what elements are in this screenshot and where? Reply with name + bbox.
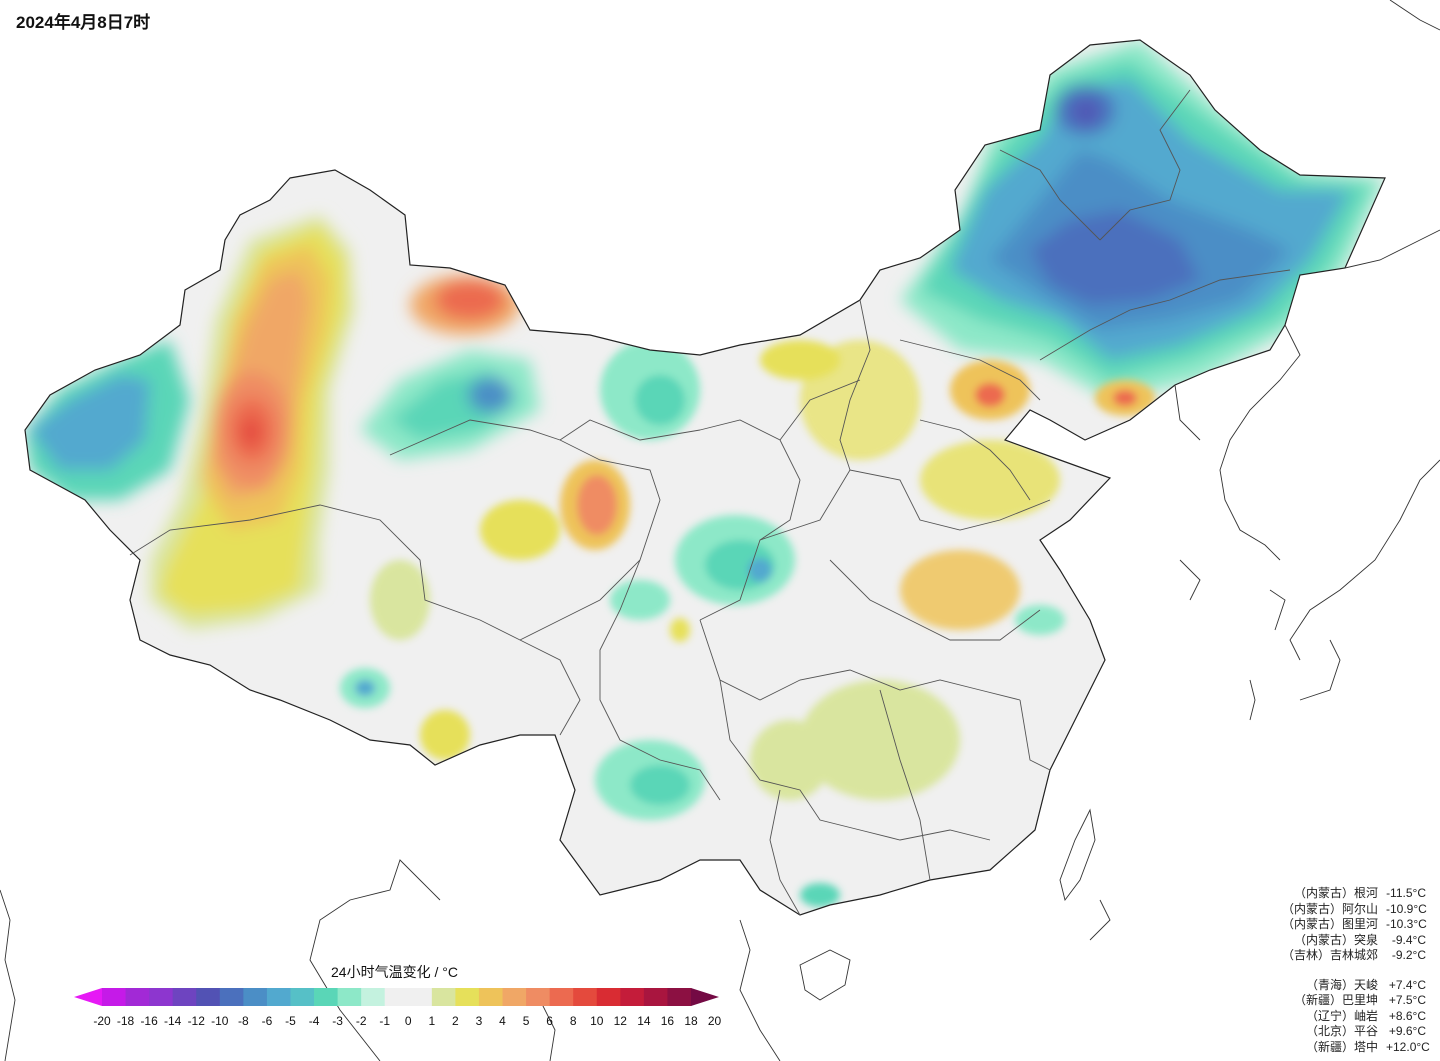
station-value: +7.5°C [1388,993,1426,1007]
legend-swatch [337,988,362,1006]
warmest-stations-list: （青海）天峻 +7.4°C （新疆）巴里坤 +7.5°C （辽宁）岫岩 +8.6°C （北京… [1186,978,1430,1056]
province-borders [24,39,1386,916]
legend-tick: -6 [261,1014,273,1028]
legend-tick: -16 [140,1014,158,1028]
legend-tick: 8 [569,1014,577,1028]
legend-swatch [102,988,127,1006]
legend-tick: 10 [590,1014,604,1028]
station-value: -9.4°C [1391,932,1426,947]
station-row: （青海）天峻 +7.4°C [1186,978,1426,994]
legend-tick: -2 [355,1014,367,1028]
legend-tick: -4 [308,1014,320,1028]
legend-tick: -12 [187,1014,205,1028]
legend-swatch [620,988,645,1006]
station-row: （内蒙古）突泉 -9.4°C [1186,933,1426,949]
legend-swatch [431,988,456,1006]
legend-tick: 12 [613,1014,627,1028]
legend-swatch [549,988,574,1006]
station-name: （吉林）吉林城郊 [1281,948,1378,962]
legend-swatch [314,988,339,1006]
station-row: （内蒙古）根河 -11.5°C [1186,886,1426,902]
legend-tick: -3 [332,1014,343,1028]
station-row: （新疆）巴里坤 +7.5°C [1186,993,1426,1009]
legend-swatch [196,988,221,1006]
legend-swatch [125,988,150,1006]
station-name: （北京）平谷 [1305,1024,1378,1038]
legend-cap-high [691,988,719,1006]
station-value: -11.5°C [1386,886,1426,900]
legend-tick: 1 [428,1014,436,1028]
legend-tick: 14 [637,1014,651,1028]
legend-swatch [573,988,598,1006]
station-extremes: （内蒙古）根河 -11.5°C （内蒙古）阿尔山 -10.9°C （内蒙古）图里河 -10… [1186,886,1430,1056]
legend-tick: -10 [211,1014,229,1028]
station-name: （新疆）巴里坤 [1293,993,1378,1007]
northeast-cold-region [900,40,1385,400]
legend-tick: -14 [164,1014,182,1028]
legend-tick: 20 [707,1014,722,1028]
legend-tick: 0 [404,1014,412,1028]
legend-swatch [478,988,504,1006]
color-legend-bar [74,988,719,1006]
legend-tick: -1 [379,1014,391,1028]
qinghai-warm-region [370,340,1155,800]
station-value: +9.6°C [1388,1024,1426,1038]
legend-tick: 3 [475,1014,483,1028]
legend-swatch [408,988,433,1006]
station-name: （辽宁）岫岩 [1305,1008,1378,1023]
station-name: （内蒙古）阿尔山 [1281,901,1378,916]
legend-swatch [290,988,315,1006]
station-name: （新疆）塔中 [1305,1039,1378,1054]
legend-tick: -20 [93,1014,111,1028]
coldest-stations-list: （内蒙古）根河 -11.5°C （内蒙古）阿尔山 -10.9°C （内蒙古）图里河 -10… [1186,886,1427,964]
legend-swatch [596,988,621,1006]
west-cold-region [25,340,540,500]
station-row: （辽宁）岫岩 +8.6°C [1186,1009,1426,1025]
station-name: （内蒙古）根河 [1293,886,1378,900]
legend-tick: -5 [285,1014,296,1028]
legend-tick-labels: -20 -18 -16 -14 -12 -10 -8 -6 -5 -4 -3 -2 -1 0 1 2 3 4 5 6 8… [0,1014,760,1034]
legend-swatch [502,988,527,1006]
central-cold-region [340,340,1065,907]
legend-swatch [643,988,668,1006]
legend-swatch [266,988,291,1006]
legend-swatch [361,988,386,1006]
station-value: -10.9°C [1386,901,1427,916]
legend-swatch [526,988,551,1006]
station-name: （内蒙古）图里河 [1281,917,1378,931]
legend-tick: 6 [546,1014,553,1028]
station-row: （吉林）吉林城郊 -9.2°C [1186,948,1426,964]
legend-swatch [455,988,480,1006]
legend-tick: -8 [238,1014,249,1028]
legend-tick: -18 [116,1014,135,1028]
legend-swatch [149,988,174,1006]
station-value: +7.4°C [1388,977,1426,992]
legend-swatch [384,988,409,1006]
station-name: （内蒙古）突泉 [1293,932,1378,947]
legend-tick: 4 [499,1014,506,1028]
station-row: （新疆）塔中 +12.0°C [1186,1039,1430,1056]
station-value: -10.3°C [1386,917,1427,931]
station-row: （内蒙古）图里河 -10.3°C [1186,917,1427,933]
map-title: 2024年4月8日7时 [16,13,151,32]
station-value: +12.0°C [1386,1039,1430,1054]
legend-swatch [219,988,244,1006]
legend-cap-low [74,988,102,1006]
legend-tick: 2 [452,1014,459,1028]
station-row: （北京）平谷 +9.6°C [1186,1024,1426,1040]
legend-title: 24小时气温变化 / °C [331,964,458,980]
station-value: +8.6°C [1388,1008,1426,1023]
station-value: -9.2°C [1391,948,1426,962]
legend-swatch [172,988,197,1006]
legend-tick: 16 [660,1014,675,1028]
station-row: （内蒙古）阿尔山 -10.9°C [1186,901,1427,918]
legend-swatch [667,988,692,1006]
station-name: （青海）天峻 [1305,977,1378,992]
legend-tick: 5 [522,1014,530,1028]
legend-swatch [243,988,268,1006]
legend-tick: 18 [684,1014,698,1028]
